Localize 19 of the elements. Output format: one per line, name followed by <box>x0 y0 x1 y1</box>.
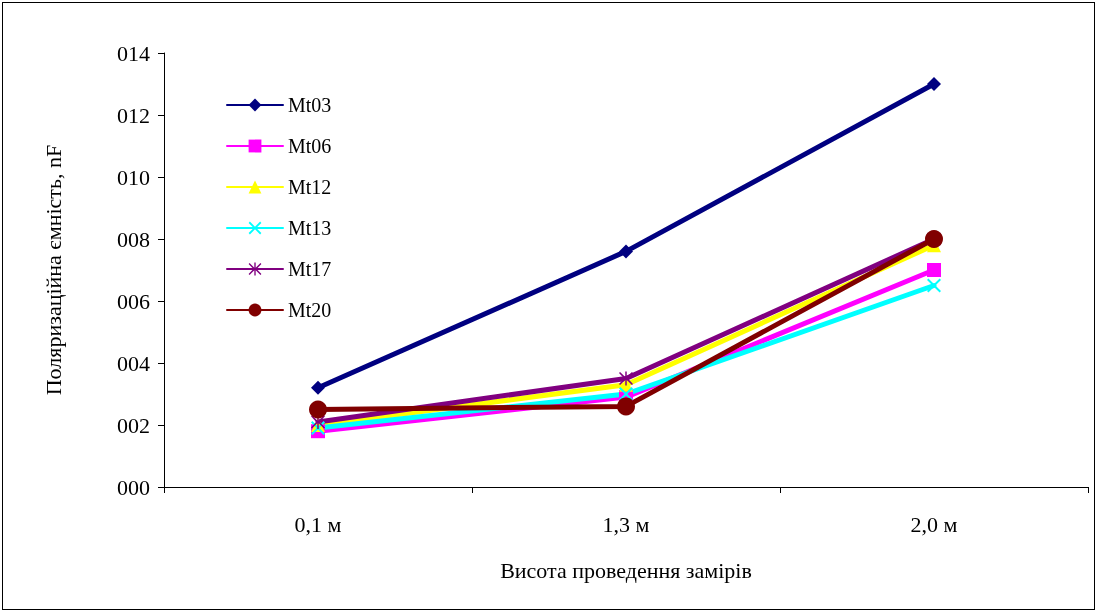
y-tick-label: 004 <box>117 350 150 376</box>
legend-label: Mt03 <box>288 94 332 116</box>
y-tick-label: 014 <box>117 40 150 66</box>
y-tick-label: 008 <box>117 226 150 252</box>
y-tick-label: 000 <box>117 474 150 500</box>
x-tick-label: 2,0 м <box>910 511 958 537</box>
y-tick-label: 012 <box>117 102 150 128</box>
legend-label: Mt13 <box>288 217 332 239</box>
x-tick-label: 0,1 м <box>294 511 342 537</box>
y-tick-label: 006 <box>117 288 150 314</box>
x-tick-label: 1,3 м <box>602 511 650 537</box>
x-axis-title: Висота проведення замірів <box>500 557 752 583</box>
y-tick-label: 002 <box>117 412 150 438</box>
legend-label: Mt12 <box>288 176 332 198</box>
y-axis-title: Поляризаційна ємність, nF <box>40 144 66 396</box>
legend-label: Mt20 <box>288 299 332 321</box>
legend-label: Mt17 <box>288 258 332 280</box>
y-tick-label: 010 <box>117 164 150 190</box>
legend-label: Mt06 <box>288 135 332 157</box>
